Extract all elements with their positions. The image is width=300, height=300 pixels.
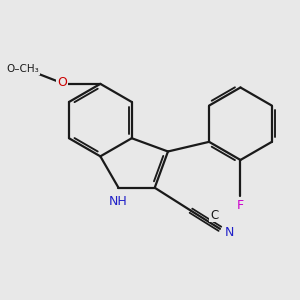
Text: C: C (210, 208, 219, 222)
Text: O–CH₃: O–CH₃ (6, 64, 39, 74)
Text: F: F (237, 199, 244, 212)
Text: N: N (224, 226, 234, 239)
Text: O: O (57, 76, 67, 88)
Text: NH: NH (109, 195, 128, 208)
